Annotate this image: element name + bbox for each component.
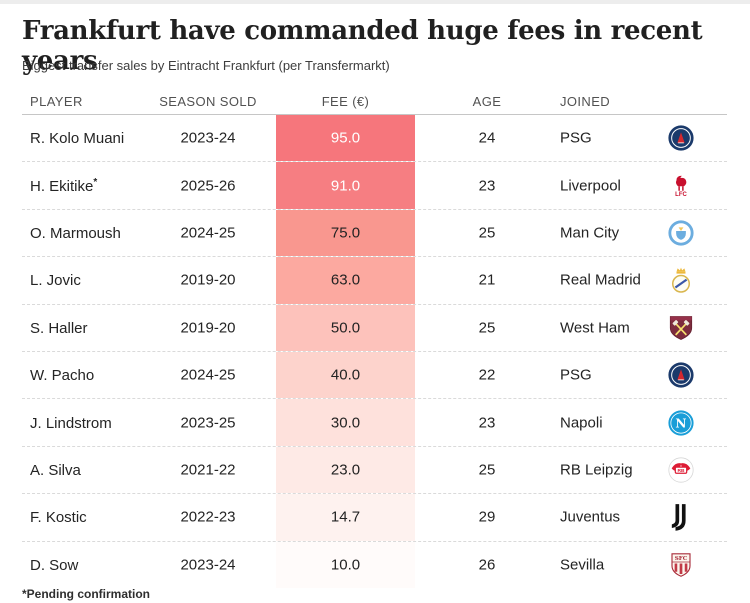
joined-club: RB Leipzig [560, 461, 633, 479]
season-sold: 2019-20 [180, 319, 236, 337]
fee-value: 50.0 [330, 319, 361, 337]
player-name: A. Silva [30, 461, 81, 479]
svg-text:RB: RB [677, 468, 685, 474]
fee-value: 30.0 [330, 414, 361, 432]
player-name: J. Lindstrom [30, 414, 112, 432]
season-sold: 2023-25 [180, 414, 236, 432]
player-name: S. Haller [30, 319, 88, 337]
west-ham-logo-icon [666, 311, 696, 345]
joined-club: PSG [560, 129, 592, 147]
header-divider [22, 114, 727, 115]
column-header-season: SEASON SOLD [159, 94, 257, 109]
joined-club: Liverpool [560, 177, 621, 195]
fee-value: 63.0 [330, 271, 361, 289]
fee-value: 95.0 [330, 129, 361, 147]
footnote-marker: * [93, 176, 98, 188]
fee-heat-cell [276, 115, 415, 162]
fee-heat-cell [276, 446, 415, 494]
player-name: O. Marmoush [30, 224, 121, 242]
table-row: A. Silva 2021-22 23.0 25 RB Leipzig RB [22, 445, 727, 494]
age-value: 22 [478, 366, 496, 384]
joined-club: Napoli [560, 414, 603, 432]
season-sold: 2023-24 [180, 129, 236, 147]
liverpool-logo-icon: LFC [666, 169, 696, 203]
table-row: O. Marmoush 2024-25 75.0 25 Man City [22, 208, 727, 257]
juventus-logo-icon [666, 500, 696, 534]
joined-club: Sevilla [560, 556, 605, 574]
fee-heat-cell [276, 351, 415, 399]
player-name: F. Kostic [30, 509, 87, 527]
age-value: 23 [478, 414, 496, 432]
age-value: 24 [478, 129, 496, 147]
psg-logo-icon [666, 121, 696, 155]
column-header-age: AGE [472, 94, 502, 109]
fee-value: 10.0 [330, 556, 361, 574]
fee-heat-cell [276, 162, 415, 209]
fee-heat-cell [276, 494, 415, 541]
svg-text:LFC: LFC [675, 192, 687, 198]
table-row: W. Pacho 2024-25 40.0 22 PSG [22, 350, 727, 399]
season-sold: 2019-20 [180, 271, 236, 289]
season-sold: 2021-22 [180, 461, 236, 479]
age-value: 25 [478, 461, 496, 479]
fee-value: 91.0 [330, 177, 361, 195]
man-city-logo-icon [666, 216, 696, 250]
table-body: R. Kolo Muani 2023-24 95.0 24 PSG H. Eki… [22, 115, 727, 588]
table-header-row: PLAYER SEASON SOLD FEE (€) AGE JOINED [0, 94, 750, 114]
svg-text:SFC: SFC [675, 556, 688, 562]
column-header-joined: JOINED [560, 94, 611, 109]
age-value: 23 [478, 177, 496, 195]
joined-club: Real Madrid [560, 271, 641, 289]
pending-confirmation-footnote: *Pending confirmation [22, 587, 151, 601]
fee-heat-cell [276, 257, 415, 304]
fee-value: 40.0 [330, 366, 361, 384]
svg-text:N: N [675, 416, 686, 430]
fee-value: 23.0 [330, 461, 361, 479]
age-value: 21 [478, 271, 496, 289]
season-sold: 2022-23 [180, 508, 236, 526]
player-name: D. Sow [30, 556, 79, 574]
player-name: L. Jovic [30, 272, 81, 290]
age-value: 25 [478, 319, 496, 337]
joined-club: West Ham [560, 319, 630, 337]
fee-heat-cell [276, 209, 415, 257]
fee-heat-cell [276, 399, 415, 446]
column-header-player: PLAYER [30, 94, 83, 109]
table-row: J. Lindstrom 2023-25 30.0 23 Napoli N [22, 398, 727, 446]
page-subtitle: Biggest transfer sales by Eintracht Fran… [22, 58, 390, 73]
season-sold: 2025-26 [180, 177, 236, 195]
napoli-logo-icon: N [666, 406, 696, 440]
season-sold: 2024-25 [180, 224, 236, 242]
player-name: H. Ekitike* [30, 176, 98, 195]
season-sold: 2024-25 [180, 366, 236, 384]
page-title: Frankfurt have commanded huge fees in re… [22, 16, 703, 76]
column-header-fee: FEE (€) [321, 94, 370, 109]
psg-logo-icon [666, 358, 696, 392]
table-row: F. Kostic 2022-23 14.7 29 Juventus [22, 493, 727, 541]
fee-value: 75.0 [330, 224, 361, 242]
real-madrid-logo-icon [666, 263, 696, 297]
table-row: R. Kolo Muani 2023-24 95.0 24 PSG [22, 115, 727, 162]
table-row: L. Jovic 2019-20 63.0 21 Real Madrid [22, 256, 727, 304]
table-row: D. Sow 2023-24 10.0 26 Sevilla SFC [22, 540, 727, 588]
rb-leipzig-logo-icon: RB [666, 453, 696, 487]
fee-value: 14.7 [330, 508, 361, 526]
fee-heat-cell [276, 304, 415, 351]
player-name: R. Kolo Muani [30, 130, 125, 148]
age-value: 25 [478, 224, 496, 242]
table-row: H. Ekitike* 2025-26 91.0 23 Liverpool LF… [22, 161, 727, 209]
player-name: W. Pacho [30, 367, 95, 385]
fee-heat-cell [276, 541, 415, 588]
joined-club: Juventus [560, 508, 621, 526]
age-value: 29 [478, 508, 496, 526]
season-sold: 2023-24 [180, 556, 236, 574]
joined-club: PSG [560, 366, 592, 384]
joined-club: Man City [560, 224, 620, 242]
age-value: 26 [478, 556, 496, 574]
table-row: S. Haller 2019-20 50.0 25 West Ham [22, 303, 727, 351]
sevilla-logo-icon: SFC [666, 548, 696, 582]
